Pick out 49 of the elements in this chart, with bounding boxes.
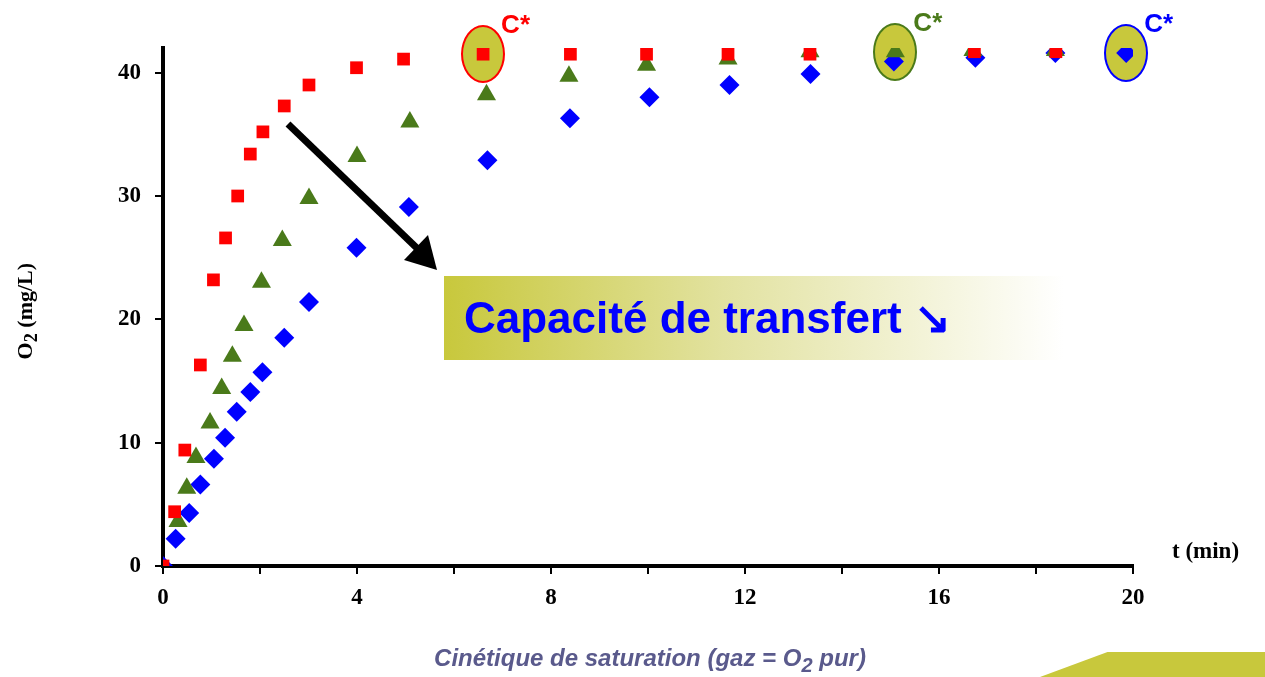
point xyxy=(231,189,245,203)
point xyxy=(639,87,660,108)
point xyxy=(476,48,490,61)
point xyxy=(559,108,580,129)
x-tick-label: 16 xyxy=(927,583,951,609)
x-tick-label: 4 xyxy=(351,583,364,609)
point xyxy=(274,327,295,348)
point xyxy=(346,237,367,258)
point xyxy=(215,427,236,448)
point xyxy=(178,443,192,457)
point xyxy=(219,231,232,245)
point xyxy=(193,358,207,372)
point xyxy=(398,197,419,218)
point xyxy=(179,502,200,523)
point xyxy=(968,48,981,59)
annotation: C* xyxy=(501,9,531,40)
point xyxy=(564,48,577,61)
annotation: C* xyxy=(913,6,944,37)
x-tick-label: 0 xyxy=(157,583,169,609)
x-tick-label: 8 xyxy=(545,583,557,609)
point xyxy=(252,362,273,383)
point xyxy=(477,150,498,171)
point xyxy=(800,63,821,84)
point xyxy=(397,52,410,66)
point xyxy=(165,528,186,549)
point xyxy=(719,75,740,95)
point xyxy=(207,273,220,287)
point xyxy=(721,48,735,61)
x-tick-label: 12 xyxy=(733,583,757,609)
point xyxy=(640,48,653,61)
point xyxy=(226,401,247,422)
point xyxy=(168,505,181,519)
point xyxy=(203,448,224,469)
point xyxy=(350,61,363,75)
point xyxy=(243,147,257,161)
y-tick-label: 0 xyxy=(129,551,141,577)
y-tick-label: 20 xyxy=(118,305,141,331)
point xyxy=(277,99,291,113)
y-tick-label: 30 xyxy=(118,181,141,207)
x-tick-label: 20 xyxy=(1121,583,1145,609)
annotation: Capacité de transfert ↘ xyxy=(444,276,1064,360)
point xyxy=(298,292,319,313)
point xyxy=(190,474,211,495)
x-axis-title: t (min) xyxy=(1172,538,1240,564)
point xyxy=(240,382,261,403)
text: Cinétique de saturation (gaz = O$_{2}$ pur) xyxy=(433,644,867,677)
annotation: C* xyxy=(1144,8,1174,39)
y-tick-label: 40 xyxy=(118,58,141,84)
y-tick-label: 10 xyxy=(118,428,141,454)
